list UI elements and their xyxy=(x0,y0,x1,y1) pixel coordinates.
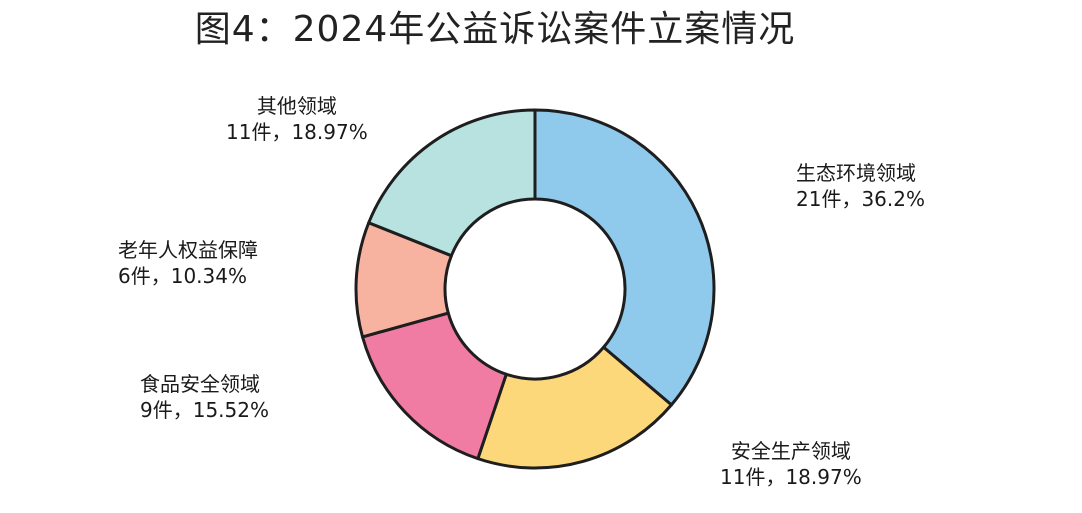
slice-name: 食品安全领域 xyxy=(140,372,260,396)
slice-production-safety xyxy=(476,345,673,470)
chart-title: 图4：2024年公益诉讼案件立案情况 xyxy=(194,9,796,50)
slice-ecology xyxy=(533,108,716,407)
slice-value: 9件，15.52% xyxy=(140,398,269,422)
donut-slices xyxy=(354,108,716,470)
slice-label-other: 其他领域 11件，18.97% xyxy=(226,93,368,145)
slice-other xyxy=(367,108,537,258)
slice-value: 21件，36.2% xyxy=(796,187,925,211)
slice-food-safety xyxy=(361,311,508,461)
slice-label-production-safety: 安全生产领域 11件，18.97% xyxy=(720,438,862,490)
slice-value: 11件，18.97% xyxy=(720,465,862,489)
slice-label-ecology: 生态环境领域 21件，36.2% xyxy=(796,160,925,212)
slice-name: 安全生产领域 xyxy=(730,439,851,463)
slice-name: 生态环境领域 xyxy=(796,161,916,185)
slice-label-food-safety: 食品安全领域 9件，15.52% xyxy=(140,371,269,423)
slice-value: 11件，18.97% xyxy=(226,120,368,144)
slice-name: 老年人权益保障 xyxy=(118,238,258,262)
slice-value: 6件，10.34% xyxy=(118,264,247,288)
slice-label-elderly-rights: 老年人权益保障 6件，10.34% xyxy=(118,237,258,289)
slice-name: 其他领域 xyxy=(256,94,337,118)
